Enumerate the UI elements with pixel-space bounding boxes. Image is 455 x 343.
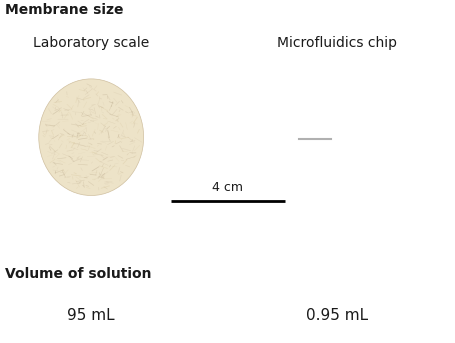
Text: Volume of solution: Volume of solution (5, 268, 151, 281)
Text: 95 mL: 95 mL (67, 308, 115, 323)
Text: 4 cm: 4 cm (212, 181, 243, 194)
Text: Microfluidics chip: Microfluidics chip (277, 36, 397, 50)
Ellipse shape (39, 79, 143, 196)
Text: Laboratory scale: Laboratory scale (33, 36, 149, 50)
Text: 0.95 mL: 0.95 mL (306, 308, 368, 323)
Text: Membrane size: Membrane size (5, 3, 123, 17)
